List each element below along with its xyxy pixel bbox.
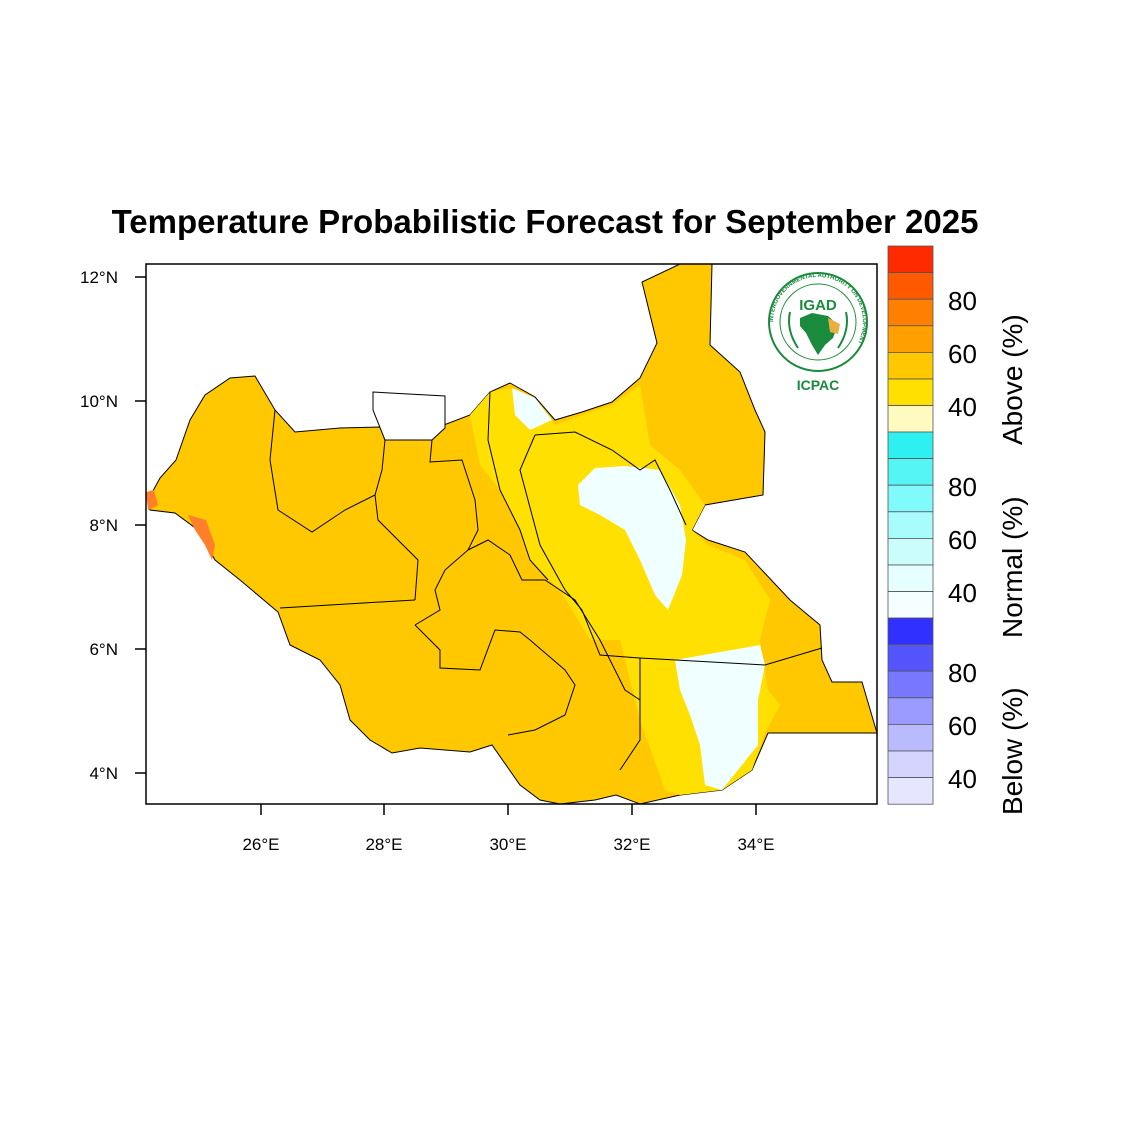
- colorbar-swatch: [887, 325, 934, 353]
- above-40-region: [640, 660, 700, 790]
- colorbar-normal: [887, 431, 934, 619]
- colorbar-normal-label: 60: [948, 525, 977, 555]
- colorbar-swatch: [887, 644, 934, 672]
- y-tick-label: 4°N: [89, 764, 118, 783]
- laurel-left-icon: [788, 311, 799, 349]
- colorbar-swatch: [887, 724, 934, 752]
- above-70-region: [146, 490, 158, 510]
- colorbar-swatch: [887, 298, 934, 327]
- colorbar-swatch: [887, 538, 934, 566]
- colorbar-above-title: Above (%): [997, 314, 1028, 445]
- state-borders: [269, 391, 823, 771]
- y-tick-label: 10°N: [80, 392, 118, 411]
- x-tick-label: 26°E: [242, 835, 279, 854]
- x-tick-label: 34°E: [737, 835, 774, 854]
- x-axis: 26°E 28°E 30°E 32°E 34°E: [242, 804, 775, 854]
- x-tick-label: 32°E: [613, 835, 650, 854]
- map-title: Temperature Probabilistic Forecast for S…: [111, 203, 979, 240]
- plot-frame: [145, 263, 878, 805]
- colorbar-below-title: Below (%): [997, 687, 1028, 815]
- colorbar-above-label: 40: [948, 392, 977, 422]
- colorbar-swatch: [887, 697, 934, 725]
- colorbar-normal-label: 40: [948, 578, 977, 608]
- laurel-right-icon: [837, 311, 848, 349]
- colorbar-below-label: 60: [948, 711, 977, 741]
- colorbar-swatch: [887, 245, 934, 274]
- colorbar-swatch: [887, 591, 934, 619]
- colorbar-swatch: [887, 617, 934, 646]
- igad-logo: INTERGOVERNMENTAL AUTHORITY ON DEVELOPME…: [768, 272, 868, 393]
- colorbar-swatch: [887, 670, 934, 699]
- y-tick-label: 12°N: [80, 268, 118, 287]
- normal-40-region: [512, 388, 552, 430]
- colorbar-swatch: [887, 750, 934, 779]
- colorbar-swatch: [887, 777, 934, 805]
- colorbar-swatch: [887, 484, 934, 513]
- colorbar-above-label: 80: [948, 286, 977, 316]
- colorbar: 80 60 40 80 60 40 80 60 40 Above (%) Nor…: [887, 245, 1028, 815]
- colorbar-swatch: [887, 272, 934, 300]
- colorbar-below-label: 80: [948, 658, 977, 688]
- colorbar-swatch: [887, 458, 934, 486]
- colorbar-swatch: [887, 405, 934, 433]
- excluded-region: [372, 391, 446, 441]
- colorbar-swatch: [887, 564, 934, 593]
- y-tick-label: 6°N: [89, 640, 118, 659]
- africa-icon: [800, 313, 838, 355]
- logo-igad-text: IGAD: [799, 297, 837, 314]
- colorbar-swatch: [887, 378, 934, 407]
- colorbar-swatch: [887, 351, 934, 380]
- colorbar-above-label: 60: [948, 339, 977, 369]
- colorbar-swatch: [887, 431, 934, 460]
- colorbar-below: [887, 617, 934, 805]
- y-tick-label: 8°N: [89, 516, 118, 535]
- region-highlight-icon: [828, 318, 840, 334]
- colorbar-above: [887, 245, 934, 433]
- logo-icpac-text: ICPAC: [797, 377, 840, 393]
- x-tick-label: 30°E: [489, 835, 526, 854]
- colorbar-below-label: 40: [948, 764, 977, 794]
- colorbar-normal-label: 80: [948, 472, 977, 502]
- normal-40-region: [578, 466, 686, 610]
- colorbar-swatch: [887, 511, 934, 539]
- normal-40-region: [675, 645, 765, 790]
- x-tick-label: 28°E: [365, 835, 402, 854]
- y-axis: 12°N 10°N 8°N 6°N 4°N: [80, 268, 146, 783]
- above-70-region: [188, 515, 215, 560]
- colorbar-normal-title: Normal (%): [997, 496, 1028, 638]
